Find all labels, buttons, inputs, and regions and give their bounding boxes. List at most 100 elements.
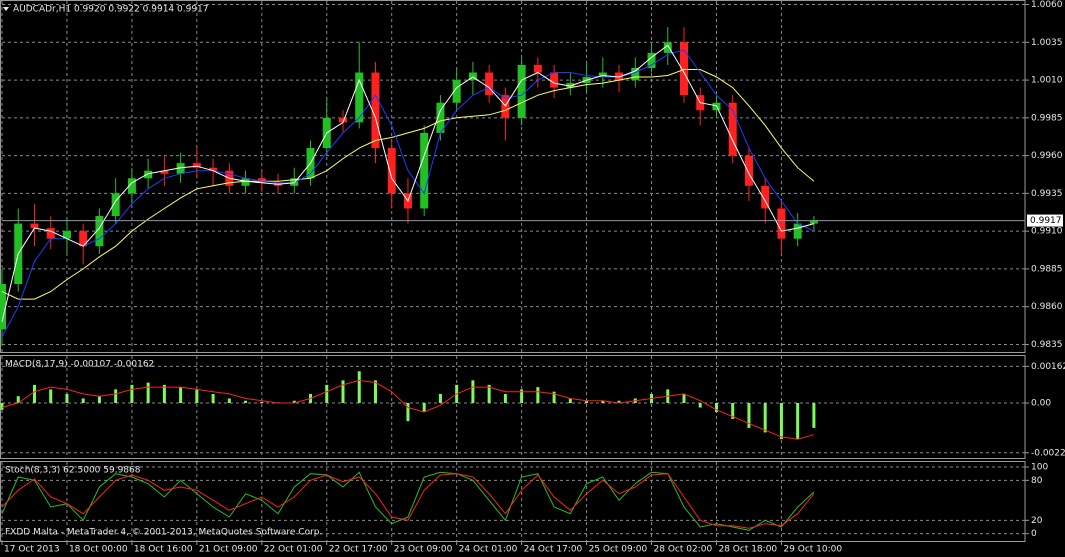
y-tick-label: 0 xyxy=(1031,529,1037,539)
histogram-bar xyxy=(341,380,345,403)
x-tick-label: 23 Oct 09:00 xyxy=(394,545,453,555)
histogram-bar xyxy=(195,389,199,403)
histogram-bar xyxy=(406,402,410,422)
y-tick-label: 0.00162 xyxy=(1031,362,1065,372)
candle-body xyxy=(680,42,688,96)
histogram-bar xyxy=(763,402,767,433)
histogram-bar xyxy=(422,402,426,413)
candle-body xyxy=(761,185,770,209)
histogram-bar xyxy=(0,402,4,410)
y-tick-label: -0.0022 xyxy=(1031,448,1065,458)
candle-body xyxy=(436,102,445,133)
y-tick-label: 80 xyxy=(1031,476,1043,486)
indicator-line xyxy=(1,49,815,338)
histogram-bar xyxy=(536,387,540,403)
menu-arrow[interactable] xyxy=(3,7,9,11)
candle-body xyxy=(192,163,201,168)
indicator-line xyxy=(1,44,815,322)
price-label: 0.9917 xyxy=(1030,216,1062,226)
histogram-bar xyxy=(731,402,735,419)
panel-frame xyxy=(0,461,1026,542)
candle-body xyxy=(598,72,607,78)
histogram-bar xyxy=(65,393,69,403)
histogram-bar xyxy=(698,402,702,408)
y-tick-label: 100 xyxy=(1031,463,1048,473)
candle-body xyxy=(663,42,672,53)
histogram-bar xyxy=(97,396,101,403)
y-tick-label: 1.0060 xyxy=(1031,0,1063,10)
candle-body xyxy=(62,231,71,239)
candle-body xyxy=(615,72,624,81)
candle-body xyxy=(566,83,575,88)
candle-body xyxy=(339,117,347,123)
candle-body xyxy=(420,132,429,209)
histogram-bar xyxy=(32,384,36,403)
x-tick-label: 24 Oct 17:00 xyxy=(524,545,583,555)
histogram-bar xyxy=(471,380,475,403)
histogram-bar xyxy=(747,402,751,428)
y-tick-label: 0.00 xyxy=(1031,398,1051,408)
x-tick-label: 22 Oct 01:00 xyxy=(264,545,323,555)
x-tick-label: 22 Oct 17:00 xyxy=(329,545,388,555)
y-tick-label: 1.0010 xyxy=(1031,76,1063,86)
histogram-bar xyxy=(260,401,264,403)
candle-body xyxy=(517,64,526,118)
candle-body xyxy=(46,228,55,239)
candle-body xyxy=(241,178,250,186)
y-tick-label: 20 xyxy=(1031,516,1043,526)
histogram-bar xyxy=(162,384,166,403)
x-tick-label: 25 Oct 09:00 xyxy=(589,545,648,555)
panel-title: AUDCADr,H1 0.9920 0.9922 0.9914 0.9917 xyxy=(13,5,209,15)
y-tick-label: 0.9910 xyxy=(1031,227,1063,237)
histogram-bar xyxy=(49,389,53,403)
footer-note: FXDD Malta - MetaTrader 4, © 2001-2013, … xyxy=(5,528,322,538)
histogram-bar xyxy=(682,393,686,403)
candle-body xyxy=(550,72,559,88)
indicator-line xyxy=(1,69,815,300)
y-tick-label: 0.9960 xyxy=(1031,151,1063,161)
candle-body xyxy=(452,80,461,103)
candle-body xyxy=(0,284,6,330)
histogram-bar xyxy=(130,384,134,403)
y-tick-label: 0.9860 xyxy=(1031,302,1063,312)
histogram-bar xyxy=(796,402,800,440)
candle-body xyxy=(728,102,737,156)
histogram-bar xyxy=(487,384,491,403)
y-tick-label: 0.9935 xyxy=(1031,189,1063,199)
candle-body xyxy=(371,72,380,149)
panel-title: MACD(8,17,9) -0.00107 -0.00162 xyxy=(5,360,154,370)
x-tick-label: 18 Oct 16:00 xyxy=(134,545,193,555)
histogram-bar xyxy=(503,393,507,403)
histogram-bar xyxy=(292,400,296,403)
candle-body xyxy=(793,223,802,239)
candle-body xyxy=(95,216,104,247)
x-tick-label: 21 Oct 09:00 xyxy=(199,545,258,555)
y-tick-label: 0.9835 xyxy=(1031,340,1063,350)
histogram-bar xyxy=(373,380,377,403)
panel-title: Stoch(8,3,3) 62.5000 59.9868 xyxy=(5,466,141,476)
histogram-bar xyxy=(585,400,589,403)
y-tick-label: 0.9985 xyxy=(1031,113,1063,123)
histogram-bar xyxy=(779,402,783,440)
candle-body xyxy=(79,231,88,247)
histogram-bar xyxy=(357,371,361,403)
price-label-box xyxy=(1027,214,1063,227)
histogram-bar xyxy=(211,393,215,403)
histogram-bar xyxy=(179,387,183,403)
candle-body xyxy=(111,193,120,217)
histogram-bar xyxy=(438,393,442,403)
candle-body xyxy=(485,72,494,96)
histogram-bar xyxy=(146,382,150,403)
histogram-bar xyxy=(114,389,118,403)
x-tick-label: 17 Oct 2013 xyxy=(4,545,60,555)
candle-body xyxy=(647,52,656,68)
candle-body xyxy=(127,178,136,194)
candle-body xyxy=(30,223,39,229)
candle-body xyxy=(257,178,266,183)
x-tick-label: 28 Oct 18:00 xyxy=(718,545,777,555)
x-tick-label: 29 Oct 10:00 xyxy=(783,545,842,555)
candle-body xyxy=(631,67,640,81)
